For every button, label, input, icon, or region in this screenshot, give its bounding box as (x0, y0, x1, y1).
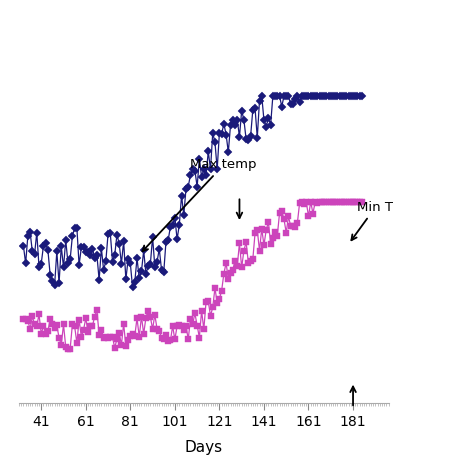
Text: Min T: Min T (351, 201, 393, 240)
X-axis label: Days: Days (185, 440, 223, 455)
Text: Max temp: Max temp (143, 158, 257, 251)
